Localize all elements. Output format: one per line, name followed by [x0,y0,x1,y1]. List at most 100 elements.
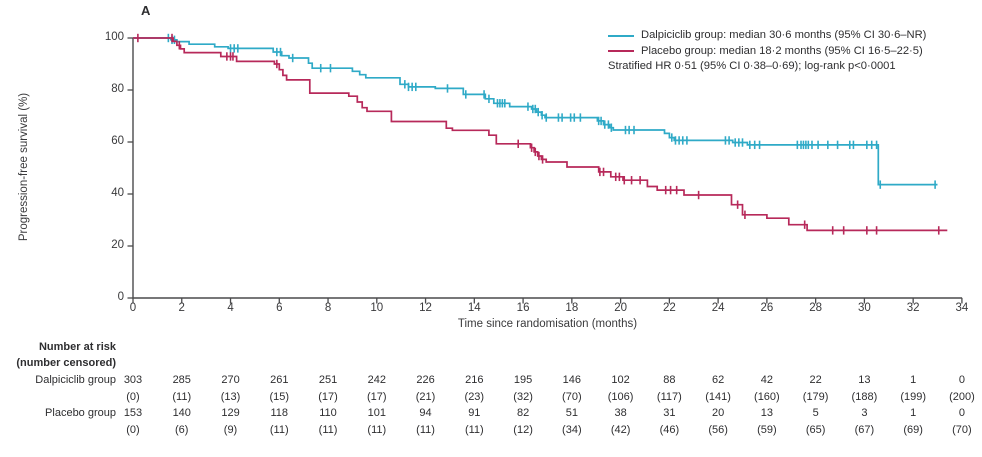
censored-value: (23) [464,390,485,403]
chart-legend: Dalpiciclib group: median 30·6 months (9… [608,28,926,75]
x-tick-label: 12 [419,302,432,314]
censored-value: (70) [562,390,582,403]
km-curve-dalpiciclib-group [133,37,938,186]
x-tick-label: 16 [516,302,530,314]
censored-value: (200) [949,390,975,403]
censored-value: (11) [416,423,435,436]
at-risk-value: 0 [958,374,965,386]
x-tick-label: 32 [906,302,920,314]
censored-value: (0) [126,390,140,403]
legend-item-dalpiciclib: Dalpiciclib group: median 30·6 months (9… [608,28,926,44]
censored-value: (11) [464,423,484,436]
at-risk-value: 140 [172,407,191,419]
x-axis-title: Time since randomisation (months) [457,318,638,330]
at-risk-value: 153 [123,407,143,419]
censored-value: (11) [269,423,289,436]
at-risk-value: 261 [270,374,289,386]
risk-row-label-placebo: Placebo group [45,407,116,419]
x-tick-label: 8 [324,302,332,314]
censored-value: (0) [126,423,140,436]
censored-value: (106) [607,390,634,403]
at-risk-value: 20 [711,407,725,419]
at-risk-value: 82 [516,407,530,419]
at-risk-value: 303 [123,374,143,386]
y-tick-label: 0 [117,291,124,303]
x-tick-label: 10 [370,302,384,314]
censored-value: (21) [415,390,436,403]
x-tick-label: 0 [129,302,137,314]
at-risk-value: 94 [419,407,432,419]
censored-value: (160) [754,390,780,403]
at-risk-value: 251 [318,374,338,386]
y-tick-label: 100 [104,31,124,43]
y-tick-label: 80 [111,83,124,95]
at-risk-value: 88 [663,374,676,386]
censored-value: (12) [513,423,533,436]
at-risk-value: 195 [513,374,533,386]
at-risk-value: 129 [221,407,240,419]
at-risk-value: 110 [319,407,337,419]
x-tick-label: 34 [955,302,969,314]
censored-value: (179) [802,390,829,403]
placebo-line-swatch [608,50,634,53]
censored-value: (6) [175,423,189,436]
censored-value: (9) [223,423,238,436]
at-risk-value: 1 [910,374,917,386]
censored-value: (199) [900,390,926,403]
censored-value: (117) [656,390,682,403]
censored-value: (32) [513,390,533,403]
risk-row-label-dalpiciclib: Dalpiciclib group [35,374,116,386]
censored-value: (46) [659,423,680,436]
x-tick-label: 26 [760,302,774,314]
at-risk-value: 216 [465,374,484,386]
x-tick-label: 24 [711,302,725,314]
at-risk-value: 13 [760,407,773,419]
censored-value: (56) [708,423,728,436]
at-risk-value: 226 [416,374,435,386]
y-tick-label: 40 [111,187,124,199]
km-plot-svg [127,33,963,304]
censored-value: (11) [367,423,387,436]
x-tick-label: 2 [178,302,185,314]
censored-value: (15) [269,390,290,403]
x-tick-label: 6 [276,302,283,314]
at-risk-value: 285 [172,374,191,386]
censored-value: (13) [220,390,241,403]
at-risk-value: 118 [270,407,289,419]
x-tick-label: 14 [467,302,481,314]
at-risk-value: 242 [367,374,386,386]
censored-value: (17) [318,390,338,403]
y-tick-label: 20 [111,239,124,251]
censored-value: (141) [705,390,731,403]
censored-value: (59) [757,423,777,436]
at-risk-value: 51 [565,407,578,419]
at-risk-value: 5 [812,407,819,419]
x-tick-label: 22 [662,302,676,314]
censored-value: (17) [367,390,387,403]
x-tick-label: 28 [809,302,823,314]
x-tick-label: 20 [614,302,627,314]
censored-value: (11) [172,390,192,403]
at-risk-value: 62 [711,374,725,386]
at-risk-value: 101 [367,407,386,419]
censored-value: (34) [562,423,582,436]
legend-item-placebo: Placebo group: median 18·2 months (95% C… [608,44,926,60]
at-risk-value: 1 [910,407,917,419]
censored-value: (65) [805,423,826,436]
at-risk-value: 91 [468,407,481,419]
risk-table-header-1: Number at risk [38,341,116,353]
legend-item-label: Dalpiciclib group: median 30·6 months (9… [641,29,927,41]
at-risk-value: 38 [614,407,627,419]
at-risk-value: 31 [663,407,676,419]
at-risk-value: 0 [958,407,965,419]
censored-value: (67) [854,423,875,436]
x-tick-label: 4 [227,302,234,314]
censored-value: (11) [318,423,338,436]
censored-value: (188) [851,390,878,403]
censored-value: (70) [952,423,972,436]
at-risk-value: 270 [221,374,240,386]
at-risk-value: 102 [611,374,630,386]
censored-value: (69) [903,423,923,436]
